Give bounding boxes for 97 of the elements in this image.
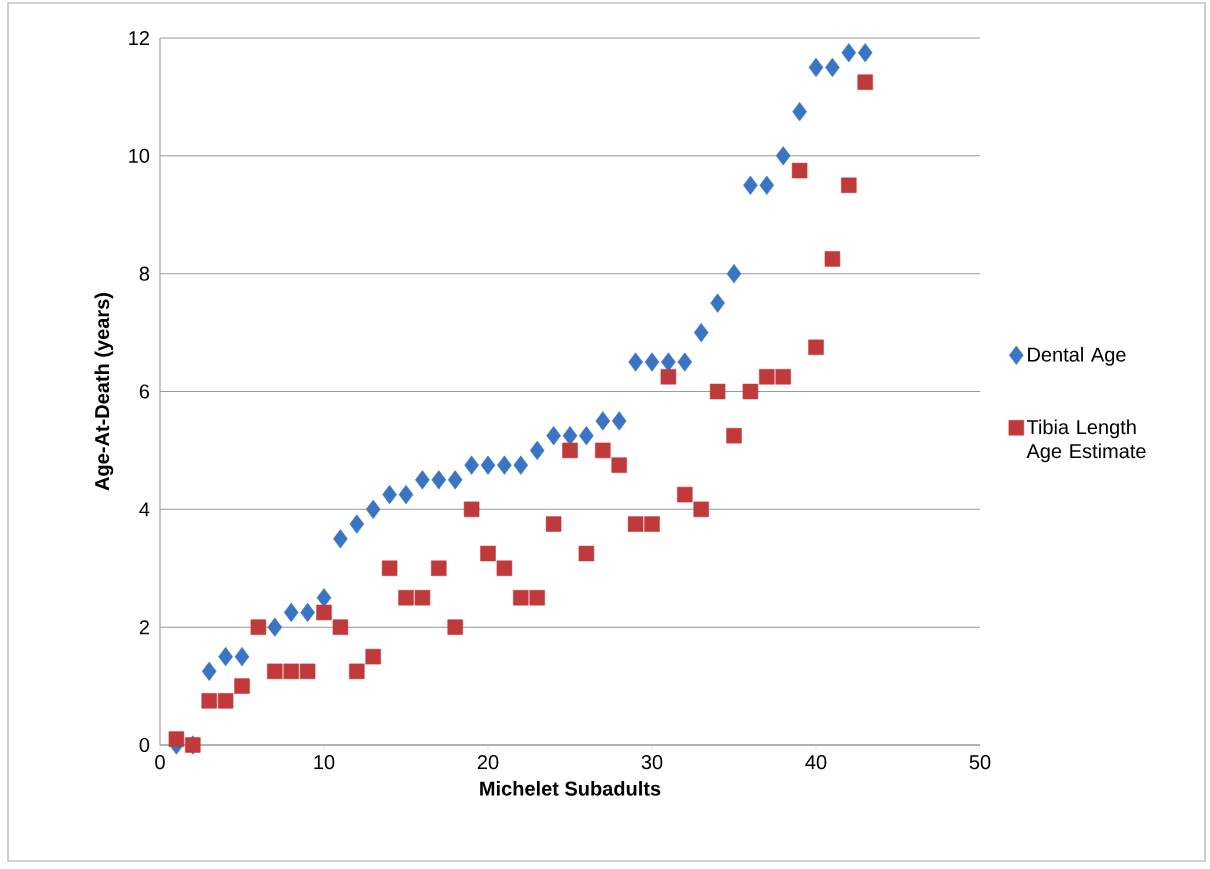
point	[759, 175, 775, 195]
point	[775, 369, 791, 385]
x-tick-label: 0	[155, 755, 165, 770]
point	[349, 514, 365, 534]
point	[857, 43, 873, 63]
y-axis-title: Age-At-Death (years)	[94, 293, 114, 491]
point	[332, 619, 349, 635]
point	[431, 560, 447, 576]
point	[398, 485, 414, 505]
point	[661, 352, 676, 372]
x-tick-label: 40	[805, 755, 827, 770]
point	[464, 455, 479, 475]
y-tick-label: 6	[139, 384, 150, 399]
point	[463, 501, 480, 518]
point	[529, 589, 545, 606]
point	[759, 369, 775, 385]
legend-label: Dental Age	[1028, 347, 1126, 366]
y-tick-label: 0	[139, 737, 150, 753]
point	[217, 693, 234, 709]
point	[775, 146, 791, 166]
x-tick-label: 30	[641, 755, 663, 770]
point	[628, 352, 643, 372]
point	[382, 485, 397, 505]
y-tick-label: 10	[129, 148, 150, 163]
point	[365, 648, 381, 665]
x-tick-label: 20	[477, 755, 499, 770]
point	[824, 251, 841, 267]
point	[333, 529, 348, 549]
point	[578, 545, 595, 562]
point	[316, 604, 332, 621]
point	[283, 602, 299, 623]
point	[546, 426, 561, 446]
legend-label: Tibia Length Age Estimate	[1026, 419, 1146, 463]
point	[299, 663, 316, 680]
point	[791, 162, 808, 179]
y-tick-label: 8	[139, 266, 150, 281]
point	[250, 619, 267, 635]
point	[808, 339, 824, 356]
point	[496, 560, 513, 576]
point	[857, 74, 873, 90]
point	[283, 663, 299, 680]
point	[234, 678, 250, 694]
point	[611, 457, 627, 473]
point	[726, 427, 742, 444]
point	[579, 426, 594, 446]
x-tick-label: 50	[969, 755, 991, 770]
point	[841, 43, 857, 63]
y-tick-label: 12	[129, 31, 149, 45]
point	[415, 470, 430, 490]
point	[545, 516, 562, 532]
point	[267, 617, 283, 637]
point	[808, 57, 824, 78]
point	[644, 352, 660, 372]
point	[398, 589, 414, 606]
point	[168, 731, 185, 747]
point	[627, 516, 644, 532]
x-axis-title: Michelet Subadults	[480, 781, 661, 796]
point	[726, 264, 742, 284]
point	[447, 470, 463, 490]
point	[562, 442, 578, 459]
point	[644, 516, 660, 532]
point	[234, 647, 250, 667]
point	[381, 560, 398, 576]
point	[710, 293, 725, 313]
point	[677, 352, 693, 372]
point	[300, 602, 315, 623]
point	[792, 102, 807, 122]
point	[611, 411, 627, 431]
point	[595, 411, 611, 431]
point	[365, 499, 381, 519]
point	[267, 663, 283, 680]
point	[841, 177, 857, 194]
point	[414, 589, 431, 606]
point	[497, 455, 512, 475]
point	[693, 322, 709, 343]
point	[513, 589, 529, 606]
point	[513, 455, 529, 475]
point	[742, 383, 759, 400]
point	[595, 442, 611, 459]
point	[201, 693, 217, 709]
point	[693, 501, 709, 518]
point	[709, 383, 726, 400]
point	[480, 545, 496, 562]
point	[743, 175, 758, 195]
point	[201, 661, 217, 681]
point	[825, 57, 840, 78]
point	[660, 369, 677, 385]
y-tick-label: 4	[139, 502, 150, 517]
y-tick-label: 2	[139, 620, 149, 635]
point	[218, 647, 233, 667]
x-tick-label: 10	[314, 755, 335, 770]
point	[349, 663, 365, 680]
point	[529, 440, 545, 461]
point	[431, 470, 447, 490]
point	[677, 486, 693, 503]
point	[447, 619, 463, 635]
point	[480, 455, 496, 475]
